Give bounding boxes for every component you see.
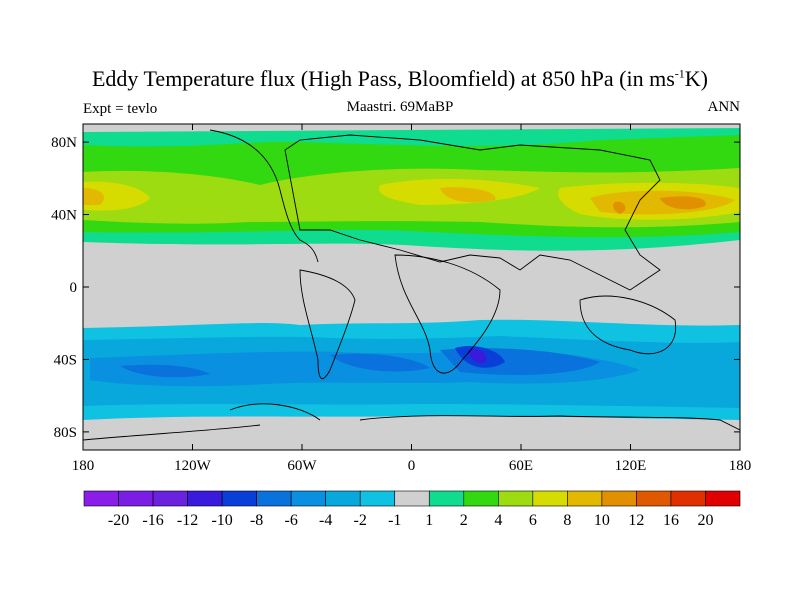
nh-band-10 — [613, 196, 706, 214]
colorbar-box — [567, 490, 603, 507]
x-tick-label: 120W — [174, 458, 212, 474]
colorbar-label: 12 — [628, 512, 644, 529]
colorbar-box — [118, 490, 154, 507]
colorbar-box — [428, 490, 465, 507]
title-superscript: -1 — [674, 66, 685, 81]
colorbar-box — [705, 490, 741, 507]
x-tick-label: 60W — [287, 458, 317, 474]
colorbar-label: 6 — [529, 512, 537, 529]
x-tick-label: 0 — [408, 458, 416, 474]
colorbar-label: -16 — [142, 512, 163, 529]
y-tick-label: 80N — [51, 135, 77, 151]
y-tick-label: 0 — [70, 280, 78, 296]
colorbar-label: -2 — [354, 512, 367, 529]
colorbar-box — [498, 490, 534, 507]
season-label: ANN — [707, 99, 741, 115]
nh-band-6 — [83, 178, 740, 220]
x-tick-label: 120E — [615, 458, 647, 474]
sh-band-12 — [468, 348, 487, 364]
colorbar-box — [636, 490, 672, 507]
colorbar-box — [221, 490, 257, 507]
colorbar-box — [325, 490, 361, 507]
colorbar-label: 16 — [663, 512, 679, 529]
title-unit: K) — [684, 66, 708, 91]
plot-title: Eddy Temperature flux (High Pass, Bloomf… — [0, 66, 800, 92]
colorbar-box — [359, 490, 396, 507]
colorbar-box — [256, 490, 292, 507]
colorbar-box — [670, 490, 706, 507]
x-tick-label: 180 — [72, 458, 95, 474]
colorbar-label: -20 — [108, 512, 129, 529]
colorbar-box — [532, 490, 568, 507]
colorbar-label: 8 — [563, 512, 571, 529]
colorbar-box — [463, 490, 499, 507]
colorbar-label: 2 — [460, 512, 468, 529]
colorbar-label: 20 — [697, 512, 713, 529]
x-tick-label: 180 — [729, 458, 752, 474]
experiment-label: Expt = tevlo — [83, 101, 158, 117]
period-label: Maastri. 69MaBP — [346, 99, 454, 115]
colorbar-label: -12 — [177, 512, 198, 529]
y-tick-label: 80S — [54, 425, 77, 441]
colorbar-box — [394, 490, 430, 507]
colorbar-box — [187, 490, 223, 507]
colorbar-label: -1 — [388, 512, 401, 529]
colorbar-box — [290, 490, 326, 507]
colorbar-label: 10 — [594, 512, 610, 529]
colorbar-label: -10 — [211, 512, 232, 529]
coastlines — [83, 129, 740, 450]
y-axis: 80N 40N 0 40S 80S — [51, 135, 740, 441]
colorbar-label: -8 — [250, 512, 263, 529]
x-axis: 180 120W 60W 0 60E 120E 180 — [72, 124, 752, 474]
colorbar-box — [152, 490, 188, 507]
colorbar-label: -6 — [284, 512, 297, 529]
colorbar-box — [601, 490, 637, 507]
colorbar-label: 1 — [425, 512, 433, 529]
colorbar-box — [83, 490, 119, 507]
contour-field — [83, 124, 740, 450]
colorbar-label: -4 — [319, 512, 332, 529]
colorbar: -20 -16 -12 -10 -8 -6 -4 -2 -1 1 2 4 6 8 10 12 16 20 — [83, 490, 741, 529]
y-tick-label: 40S — [54, 352, 77, 368]
nh-band-8 — [83, 187, 735, 215]
colorbar-label: 4 — [494, 512, 502, 529]
title-text: Eddy Temperature flux (High Pass, Bloomf… — [91, 66, 675, 91]
y-tick-label: 40N — [51, 208, 77, 224]
x-tick-label: 60E — [509, 458, 533, 474]
